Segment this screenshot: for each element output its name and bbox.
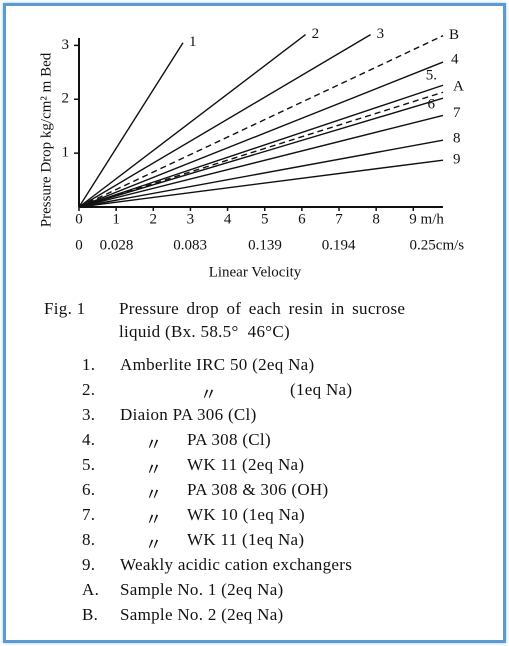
line bbox=[78, 114, 444, 208]
x-tick-label: 4 bbox=[224, 211, 232, 227]
x2-tick-label: 0.028 bbox=[100, 237, 134, 253]
line-label: A bbox=[453, 79, 464, 95]
line bbox=[78, 35, 444, 208]
x-tick-label: 9 m/h bbox=[409, 211, 444, 227]
y-tick-label: 1 bbox=[62, 145, 70, 161]
legend-key: B. bbox=[82, 605, 99, 624]
line-label: 7 bbox=[453, 105, 461, 121]
legend-key: 8. bbox=[82, 530, 96, 549]
line bbox=[78, 84, 444, 208]
line-label: 8 bbox=[453, 131, 461, 147]
line-label: 4 bbox=[451, 52, 459, 68]
ditto-mark: 〃 bbox=[145, 535, 163, 554]
x-tick-label: 5 bbox=[261, 211, 269, 227]
caption-label: Fig. 1 bbox=[44, 299, 86, 318]
legend-text: WK 11 (1eq Na) bbox=[187, 530, 305, 549]
legend-text: (1eq Na) bbox=[290, 380, 353, 399]
x-tick-label: 3 bbox=[187, 211, 195, 227]
y-axis-label: Pressure Drop kg/cm² m Bed bbox=[38, 52, 54, 227]
line-label: 3 bbox=[377, 26, 385, 42]
x-tick-label: 6 bbox=[298, 211, 306, 227]
y-tick-label: 2 bbox=[62, 91, 70, 107]
legend-key: 7. bbox=[82, 505, 96, 524]
line bbox=[78, 159, 444, 208]
legend-text: WK 11 (2eq Na) bbox=[187, 455, 305, 474]
legend-key: 3. bbox=[82, 405, 96, 424]
x2-tick-label: 0.083 bbox=[173, 237, 207, 253]
legend-key: 9. bbox=[82, 555, 96, 574]
legend-row: 6. 〃 PA 308 & 306 (OH) bbox=[0, 480, 500, 505]
legend-row: 5. 〃 WK 11 (2eq Na) bbox=[0, 455, 500, 480]
line bbox=[78, 91, 444, 208]
legend-key: 6. bbox=[82, 480, 96, 499]
x-tick-label: 2 bbox=[150, 211, 158, 227]
legend-text: Amberlite IRC 50 (2eq Na) bbox=[120, 355, 315, 374]
caption-text: Pressure drop of each resin in sucrose bbox=[119, 299, 406, 318]
legend-row: 8. 〃 WK 11 (1eq Na) bbox=[0, 530, 500, 555]
ditto-mark: 〃 bbox=[145, 435, 163, 454]
legend-row: 7. 〃 WK 10 (1eq Na) bbox=[0, 505, 500, 530]
ditto-mark: 〃 bbox=[145, 460, 163, 479]
legend-row: B. Sample No. 2 (2eq Na) bbox=[0, 605, 500, 630]
line bbox=[78, 61, 444, 208]
legend-key: A. bbox=[82, 580, 100, 599]
legend-row: 9. Weakly acidic cation exchangers bbox=[0, 555, 500, 580]
x2-tick-label: 0 bbox=[75, 237, 83, 253]
legend-text: Weakly acidic cation exchangers bbox=[120, 555, 353, 574]
x-tick-label: 1 bbox=[112, 211, 120, 227]
x-tick-label: 8 bbox=[372, 211, 380, 227]
caption-text: liquid (Bx. 58.5° 46°C) bbox=[119, 322, 290, 341]
line bbox=[78, 97, 444, 208]
legend-text: WK 10 (1eq Na) bbox=[187, 505, 305, 524]
legend-key: 5. bbox=[82, 455, 96, 474]
y-tick-label: 3 bbox=[62, 37, 70, 53]
x-tick-label: 7 bbox=[335, 211, 343, 227]
x2-tick-label: 0.139 bbox=[248, 237, 282, 253]
legend-key: 1. bbox=[82, 355, 96, 374]
legend-row: 1. Amberlite IRC 50 (2eq Na) bbox=[0, 355, 500, 380]
x-tick-label: 0 bbox=[75, 211, 83, 227]
line-label: 2 bbox=[312, 26, 320, 42]
line-label: 1 bbox=[189, 34, 197, 50]
line bbox=[78, 34, 306, 208]
legend-text: Sample No. 1 (2eq Na) bbox=[120, 580, 284, 599]
legend-row: 4. 〃 PA 308 (Cl) bbox=[0, 430, 500, 455]
frame bbox=[3, 3, 506, 643]
x-axis-label: Linear Velocity bbox=[209, 264, 302, 280]
legend-text: Sample No. 2 (2eq Na) bbox=[120, 605, 284, 624]
line-label: 5. bbox=[426, 68, 437, 84]
line bbox=[78, 139, 444, 208]
ditto-mark: 〃 bbox=[200, 385, 218, 404]
line-label: 9 bbox=[453, 152, 461, 168]
legend-text: PA 308 & 306 (OH) bbox=[187, 480, 329, 499]
legend-row: 2. 〃 (1eq Na) bbox=[0, 380, 500, 405]
line bbox=[78, 34, 371, 208]
legend-text: PA 308 (Cl) bbox=[187, 430, 271, 449]
legend-key: 4. bbox=[82, 430, 96, 449]
legend-text: Diaion PA 306 (Cl) bbox=[120, 405, 257, 424]
legend-row: A. Sample No. 1 (2eq Na) bbox=[0, 580, 500, 605]
ditto-mark: 〃 bbox=[145, 485, 163, 504]
ditto-mark: 〃 bbox=[145, 510, 163, 529]
legend-row: 3. Diaion PA 306 (Cl) bbox=[0, 405, 500, 430]
line-label: 6 bbox=[428, 97, 436, 113]
line-label: B bbox=[449, 27, 459, 43]
legend-key: 2. bbox=[82, 380, 96, 399]
line bbox=[78, 42, 184, 208]
chart: Pressure Drop kg/cm² m Bed Linear Veloci… bbox=[38, 26, 465, 280]
x2-tick-label: 0.25cm/s bbox=[410, 237, 465, 253]
x2-tick-label: 0.194 bbox=[322, 237, 356, 253]
